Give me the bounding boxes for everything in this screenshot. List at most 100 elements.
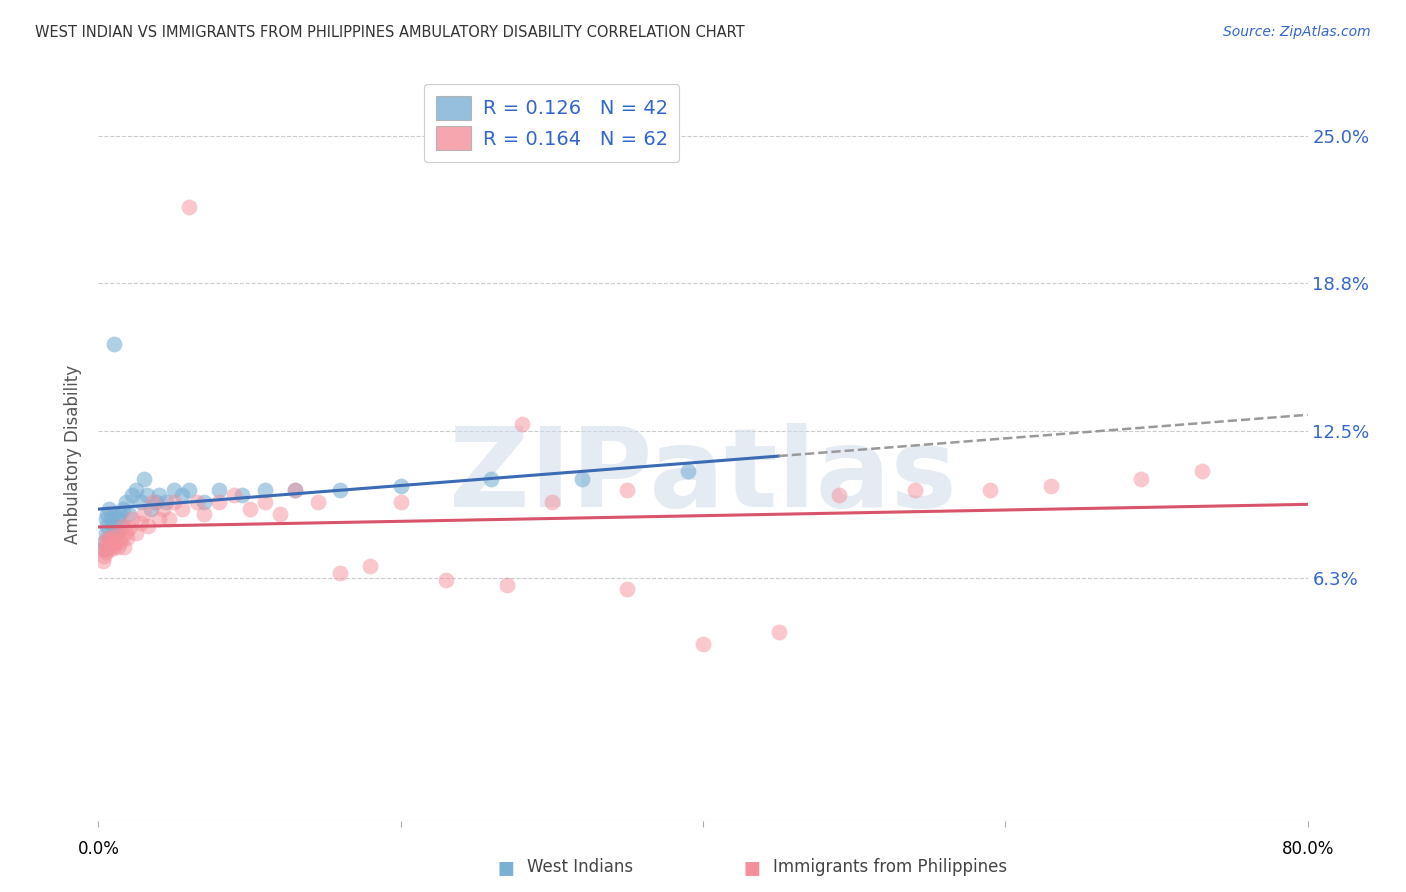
Point [121, 488, 143, 502]
Point [329, 566, 352, 580]
Point [979, 483, 1001, 498]
Point [96, 507, 118, 521]
Point [94, 511, 117, 525]
Point [571, 471, 593, 485]
Point [91, 542, 114, 557]
Text: West Indians: West Indians [527, 858, 633, 876]
Point [101, 518, 124, 533]
Point [186, 495, 208, 509]
Point [163, 495, 186, 509]
Point [94, 544, 117, 558]
Point [495, 577, 517, 591]
Point [100, 511, 122, 525]
Point [100, 531, 122, 545]
Point [253, 483, 276, 498]
Point [101, 535, 124, 549]
Point [104, 518, 127, 533]
Point [152, 502, 174, 516]
Point [94, 535, 117, 549]
Point [828, 488, 851, 502]
Point [103, 507, 125, 521]
Point [224, 488, 246, 502]
Point [110, 518, 132, 533]
Point [104, 535, 127, 549]
Point [904, 483, 927, 498]
Point [118, 521, 141, 535]
Point [108, 507, 131, 521]
Point [159, 511, 181, 525]
Text: 80.0%: 80.0% [1281, 839, 1334, 857]
Point [616, 582, 638, 597]
Point [540, 495, 562, 509]
Point [141, 502, 163, 516]
Point [145, 495, 167, 509]
Point [239, 502, 262, 516]
Point [98, 535, 121, 549]
Point [114, 495, 136, 509]
Point [112, 540, 135, 554]
Point [284, 483, 307, 498]
Point [510, 417, 533, 432]
Point [93, 542, 115, 557]
Point [93, 549, 115, 564]
Point [105, 525, 128, 540]
Point [111, 518, 134, 533]
Text: Source: ZipAtlas.com: Source: ZipAtlas.com [1223, 25, 1371, 39]
Point [98, 540, 121, 554]
Point [103, 531, 125, 545]
Point [692, 637, 714, 651]
Point [129, 516, 152, 531]
Point [110, 531, 132, 545]
Point [768, 624, 790, 639]
Point [121, 511, 143, 525]
Point [179, 483, 201, 498]
Point [136, 518, 159, 533]
Point [163, 483, 186, 498]
Point [98, 502, 121, 516]
Point [389, 478, 412, 492]
Point [108, 535, 131, 549]
Point [107, 540, 129, 554]
Text: ZIPatlas: ZIPatlas [449, 424, 957, 531]
Point [284, 483, 307, 498]
Point [129, 495, 152, 509]
Point [307, 495, 329, 509]
Point [100, 542, 122, 557]
Point [1191, 465, 1213, 479]
Text: WEST INDIAN VS IMMIGRANTS FROM PHILIPPINES AMBULATORY DISABILITY CORRELATION CHA: WEST INDIAN VS IMMIGRANTS FROM PHILIPPIN… [35, 25, 745, 40]
Point [148, 511, 170, 525]
Point [93, 535, 115, 549]
Point [98, 531, 121, 545]
Point [329, 483, 352, 498]
Point [616, 483, 638, 498]
Point [269, 507, 291, 521]
Point [231, 488, 253, 502]
Point [111, 502, 134, 516]
Point [1130, 471, 1153, 485]
Point [132, 471, 155, 485]
Point [118, 507, 141, 521]
Text: ▪: ▪ [496, 853, 516, 881]
Point [360, 558, 382, 573]
Point [103, 337, 125, 351]
Point [148, 488, 170, 502]
Point [676, 465, 699, 479]
Point [253, 495, 276, 509]
Point [208, 483, 231, 498]
Point [193, 507, 215, 521]
Point [94, 525, 117, 540]
Point [96, 531, 118, 545]
Point [132, 507, 155, 521]
Point [114, 525, 136, 540]
Point [481, 471, 503, 485]
Point [125, 525, 148, 540]
Point [125, 483, 148, 498]
Text: ▪: ▪ [742, 853, 762, 881]
Y-axis label: Ambulatory Disability: Ambulatory Disability [65, 366, 83, 544]
Point [389, 495, 412, 509]
Point [208, 495, 231, 509]
Point [96, 518, 118, 533]
Text: 0.0%: 0.0% [77, 839, 120, 857]
Point [179, 200, 201, 214]
Legend: R = 0.126   N = 42, R = 0.164   N = 62: R = 0.126 N = 42, R = 0.164 N = 62 [425, 84, 679, 161]
